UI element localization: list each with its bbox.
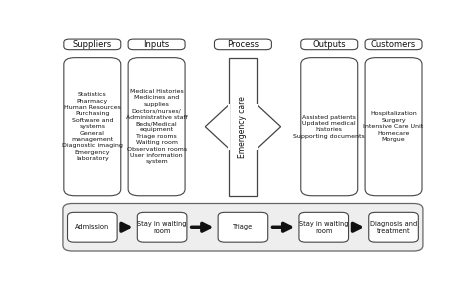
FancyBboxPatch shape xyxy=(229,58,257,196)
Text: Diagnosis and
treatment: Diagnosis and treatment xyxy=(370,220,417,234)
FancyBboxPatch shape xyxy=(128,39,185,50)
FancyBboxPatch shape xyxy=(301,58,358,196)
Text: Process: Process xyxy=(227,40,259,49)
Text: Outputs: Outputs xyxy=(312,40,346,49)
FancyBboxPatch shape xyxy=(214,39,272,50)
FancyBboxPatch shape xyxy=(301,39,358,50)
Text: Admission: Admission xyxy=(75,224,109,230)
FancyBboxPatch shape xyxy=(64,39,121,50)
Text: Emergency care: Emergency care xyxy=(238,96,247,158)
FancyBboxPatch shape xyxy=(64,58,121,196)
Text: Triage: Triage xyxy=(233,224,253,230)
FancyBboxPatch shape xyxy=(365,58,422,196)
Text: Customers: Customers xyxy=(371,40,416,49)
Polygon shape xyxy=(257,104,281,149)
Text: Suppliers: Suppliers xyxy=(73,40,112,49)
Text: Inputs: Inputs xyxy=(144,40,170,49)
Text: Stay in waiting
room: Stay in waiting room xyxy=(137,220,187,234)
FancyBboxPatch shape xyxy=(365,39,422,50)
Text: Assisted patients
Updated medical
histories
Supporting documents: Assisted patients Updated medical histor… xyxy=(293,115,365,139)
FancyBboxPatch shape xyxy=(67,212,117,242)
Text: Stay in waiting
room: Stay in waiting room xyxy=(299,220,348,234)
FancyBboxPatch shape xyxy=(369,212,419,242)
Text: Hospitalization
Surgery
Intensive Care Unit
Homecare
Morgue: Hospitalization Surgery Intensive Care U… xyxy=(364,111,424,142)
FancyBboxPatch shape xyxy=(128,58,185,196)
FancyBboxPatch shape xyxy=(218,212,268,242)
FancyBboxPatch shape xyxy=(63,203,423,251)
FancyBboxPatch shape xyxy=(299,212,348,242)
Text: Statistics
Pharmacy
Human Resources
Purchasing
Software and
systems
General
mana: Statistics Pharmacy Human Resources Purc… xyxy=(62,92,123,161)
Polygon shape xyxy=(205,104,229,149)
Text: Medical Histories
Medicines and
supplies
Doctors/nurses/
Administrative staff
Be: Medical Histories Medicines and supplies… xyxy=(126,89,188,164)
FancyBboxPatch shape xyxy=(137,212,187,242)
